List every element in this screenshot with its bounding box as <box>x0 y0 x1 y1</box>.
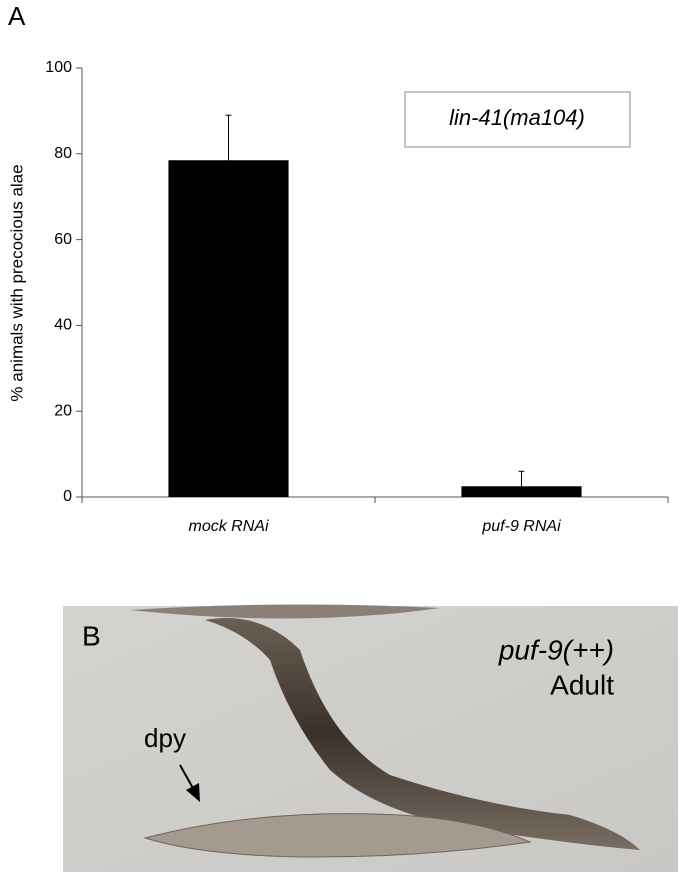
y-tick-label: 100 <box>45 59 72 76</box>
bar <box>461 486 582 497</box>
panel-label: A <box>8 1 26 31</box>
y-tick-label: 0 <box>63 488 72 505</box>
bar <box>168 160 289 498</box>
arrow-label: dpy <box>144 723 186 753</box>
image-subtitle: Adult <box>550 669 614 700</box>
y-axis-label: % animals with precocious alae <box>7 164 26 401</box>
image-title: puf-9(++) <box>498 634 614 665</box>
y-tick-label: 80 <box>54 145 72 162</box>
y-tick-label: 20 <box>54 402 72 419</box>
worm-adult <box>205 618 640 850</box>
x-tick-label: puf-9 RNAi <box>481 518 561 535</box>
arrow-head <box>186 783 200 802</box>
y-tick-label: 60 <box>54 231 72 248</box>
plot: 0 20 40 60 80 100 mock RNAi puf-9 RNAi <box>45 59 669 535</box>
arrow-shaft <box>179 764 195 791</box>
worm-top <box>130 604 440 619</box>
annotation: lin-41(ma104) <box>449 105 585 130</box>
panel-label: B <box>82 620 101 651</box>
x-tick-label: mock RNAi <box>188 518 268 535</box>
worm-dpy <box>143 813 532 858</box>
micrograph: B puf-9(++) Adult dpy <box>63 604 678 872</box>
annotation-box <box>404 91 631 148</box>
y-tick-label: 40 <box>54 317 72 334</box>
